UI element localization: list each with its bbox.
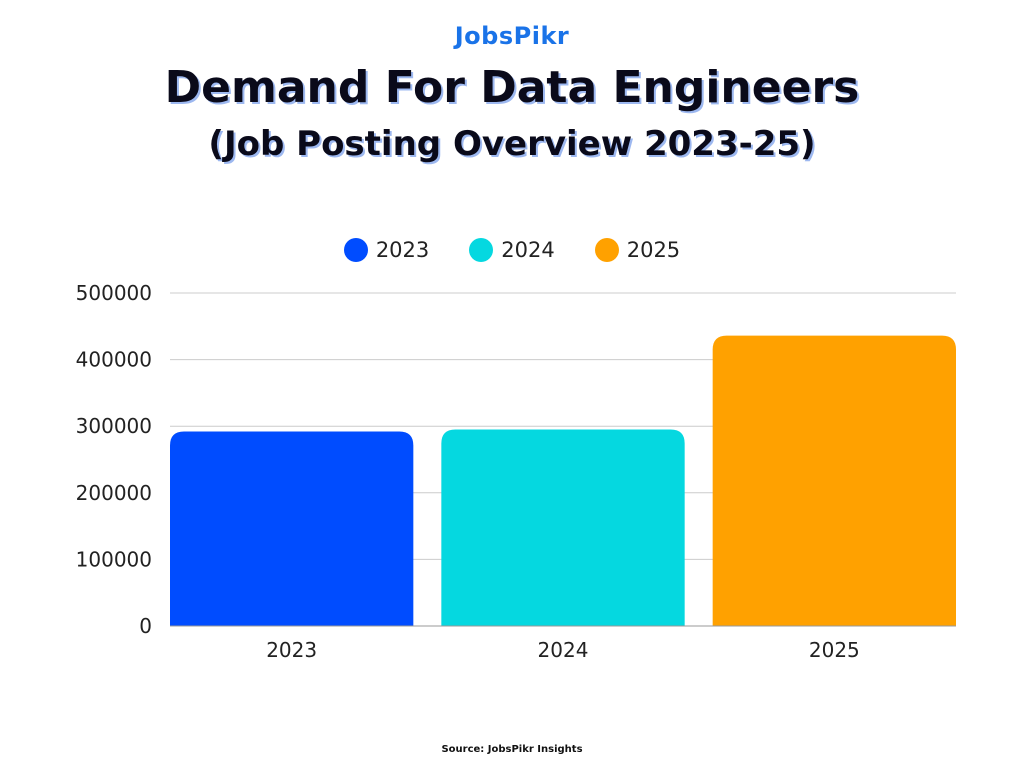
source-note: Source: JobsPikr Insights (441, 744, 583, 755)
legend-swatch (343, 238, 368, 262)
y-tick-label: 300000 (76, 414, 152, 438)
y-tick-label: 100000 (76, 547, 152, 571)
y-tick-label: 200000 (76, 481, 152, 505)
legend-label: 2024 (501, 238, 555, 262)
legend: 2023 2024 2025 (0, 238, 1024, 262)
y-tick-label: 500000 (76, 281, 152, 305)
legend-item-2025: 2025 (594, 238, 681, 262)
bar-2023 (170, 431, 414, 626)
legend-item-2023: 2023 (343, 238, 430, 262)
y-tick-label: 400000 (76, 348, 152, 372)
legend-swatch (594, 238, 619, 262)
bar-2024 (441, 429, 685, 626)
jobspikr-logo: JobsPikr (454, 22, 570, 50)
x-tick-label: 2023 (266, 638, 317, 662)
chart-subtitle: (Job Posting Overview 2023-25) (208, 124, 816, 164)
legend-label: 2025 (626, 238, 681, 262)
y-tick-label: 0 (139, 614, 152, 638)
chart-title: Demand For Data Engineers (164, 62, 860, 113)
x-tick-label: 2024 (538, 638, 589, 662)
bar-2025 (712, 335, 956, 626)
legend-swatch (469, 238, 494, 262)
x-tick-label: 2025 (809, 638, 860, 662)
legend-item-2024: 2024 (469, 238, 555, 262)
legend-label: 2023 (375, 238, 430, 262)
